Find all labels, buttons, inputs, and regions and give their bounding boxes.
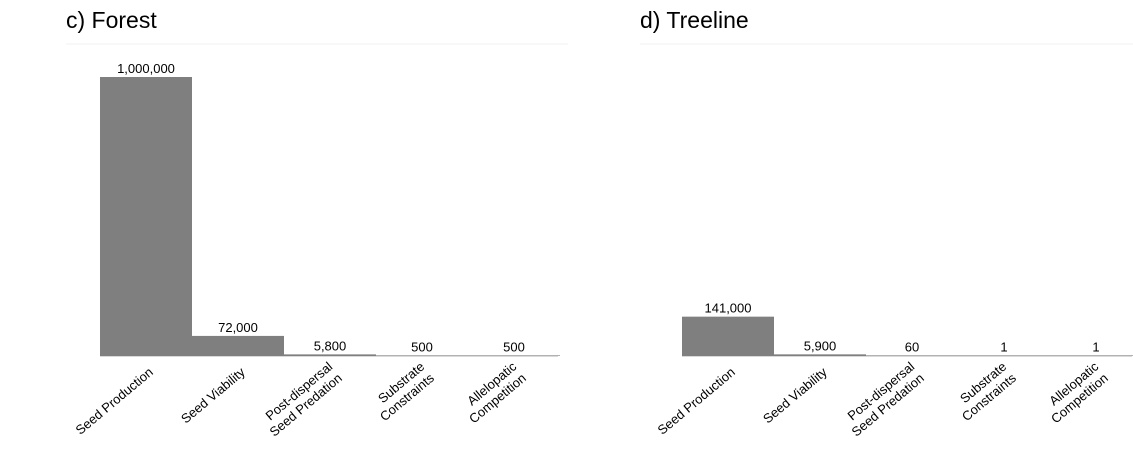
value-label-treeline-2: 5,900 xyxy=(804,338,837,353)
value-label-treeline-3: 60 xyxy=(905,339,919,354)
category-label-treeline-4: SubstrateConstraints xyxy=(949,358,1019,424)
category-label-treeline-2: Seed Viability xyxy=(760,364,830,426)
bar-forest-2 xyxy=(192,335,284,356)
value-label-forest-3: 5,800 xyxy=(314,338,347,353)
chart-title-treeline: d) Treeline xyxy=(640,7,749,33)
category-label-forest-2: Seed Viability xyxy=(178,364,248,426)
bar-treeline-1 xyxy=(682,316,774,356)
value-label-forest-2: 72,000 xyxy=(218,320,258,335)
value-label-forest-1: 1,000,000 xyxy=(117,61,175,76)
value-label-treeline-1: 141,000 xyxy=(705,301,752,316)
bar-forest-3 xyxy=(284,354,376,356)
category-label-line: Seed Production xyxy=(73,364,156,437)
category-label-forest-5: AllelopaticCompetition xyxy=(456,359,529,427)
category-label-forest-1: Seed Production xyxy=(73,364,156,437)
bar-treeline-2 xyxy=(774,354,866,356)
bar-forest-5 xyxy=(468,355,560,356)
category-label-forest-4: SubstrateConstraints xyxy=(367,358,437,424)
chart-title-forest: c) Forest xyxy=(66,7,157,33)
category-label-treeline-5: AllelopaticCompetition xyxy=(1038,359,1111,427)
bar-forest-4 xyxy=(376,355,468,356)
value-label-treeline-5: 1 xyxy=(1092,339,1099,354)
value-label-treeline-4: 1 xyxy=(1000,339,1007,354)
value-label-forest-5: 500 xyxy=(503,339,525,354)
category-label-line: Seed Viability xyxy=(760,364,830,426)
bar-forest-1 xyxy=(100,77,192,356)
category-label-treeline-3: Post-dispersalSeed Predation xyxy=(839,359,927,440)
bar-treeline-4 xyxy=(958,355,1050,356)
category-label-line: Seed Production xyxy=(655,364,738,437)
category-label-treeline-1: Seed Production xyxy=(655,364,738,437)
bar-treeline-5 xyxy=(1050,355,1133,356)
value-label-forest-4: 500 xyxy=(411,339,433,354)
bar-treeline-3 xyxy=(866,355,958,356)
category-label-line: Seed Viability xyxy=(178,364,248,426)
category-label-forest-3: Post-dispersalSeed Predation xyxy=(257,359,345,440)
